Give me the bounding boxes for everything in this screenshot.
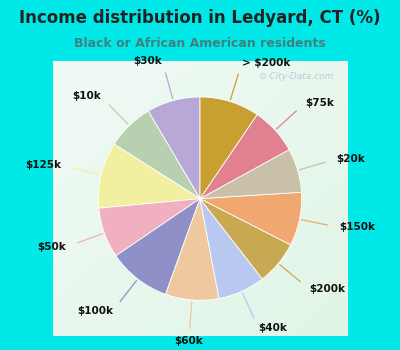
Text: $150k: $150k [339, 223, 375, 232]
Wedge shape [166, 199, 219, 300]
Wedge shape [200, 199, 262, 299]
Wedge shape [98, 144, 200, 208]
Wedge shape [114, 111, 200, 199]
Text: Income distribution in Ledyard, CT (%): Income distribution in Ledyard, CT (%) [19, 9, 381, 27]
Wedge shape [200, 199, 290, 279]
Text: $10k: $10k [72, 91, 101, 102]
Text: ⊙ City-Data.com: ⊙ City-Data.com [259, 71, 333, 80]
Text: $200k: $200k [310, 284, 346, 294]
Text: $60k: $60k [174, 336, 203, 345]
Text: $75k: $75k [305, 98, 334, 108]
Wedge shape [200, 97, 257, 199]
Text: $30k: $30k [134, 56, 162, 66]
Text: $100k: $100k [77, 306, 113, 316]
Text: $40k: $40k [258, 323, 288, 333]
Wedge shape [200, 192, 302, 245]
Wedge shape [200, 114, 289, 199]
Text: $125k: $125k [26, 160, 62, 170]
Text: > $200k: > $200k [242, 58, 290, 68]
Text: $50k: $50k [37, 242, 66, 252]
Wedge shape [200, 150, 302, 199]
Wedge shape [116, 199, 200, 294]
Text: $20k: $20k [337, 154, 366, 164]
Wedge shape [99, 199, 200, 256]
Wedge shape [148, 97, 200, 199]
Text: Black or African American residents: Black or African American residents [74, 37, 326, 50]
